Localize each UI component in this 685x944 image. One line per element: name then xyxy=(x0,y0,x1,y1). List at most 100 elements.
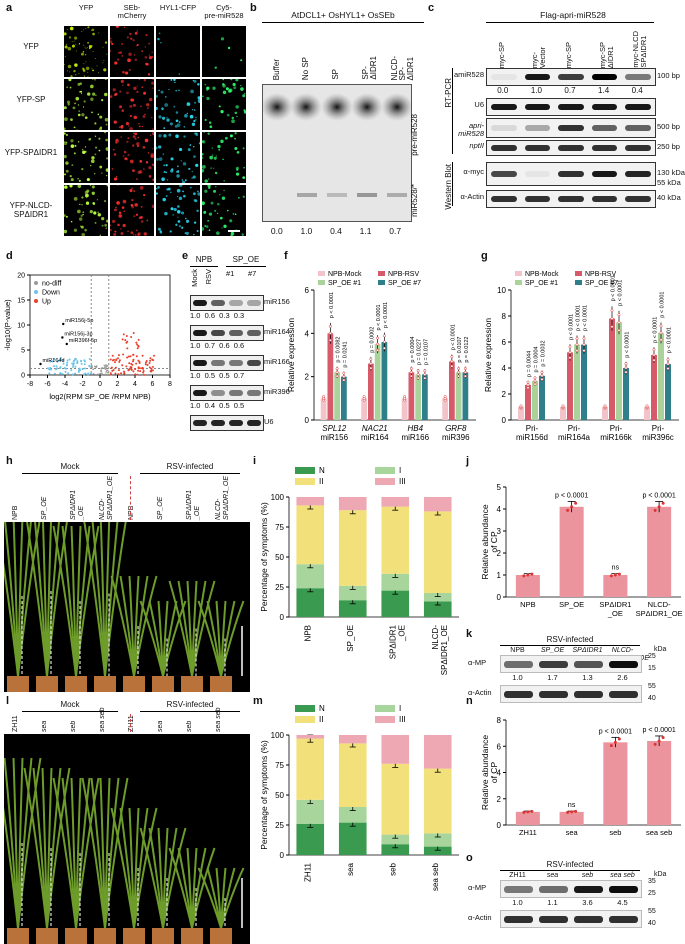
group-label: RSV-infected xyxy=(166,462,214,471)
blot-c-size-marker: 40 kDa xyxy=(657,193,681,202)
y-tick-label: 6 xyxy=(497,742,502,751)
blot-band xyxy=(193,360,207,366)
data-point xyxy=(450,360,454,363)
data-point xyxy=(603,404,607,408)
up-point xyxy=(120,372,123,375)
data-point xyxy=(376,336,380,340)
blot-c-quant-value: 0.4 xyxy=(631,86,643,95)
category-label: Pri-miR164a xyxy=(558,424,591,442)
up-point xyxy=(110,373,113,376)
data-point xyxy=(423,376,427,380)
blot-quant-value: 1.0 xyxy=(512,673,523,682)
bar xyxy=(665,364,671,420)
plant-leaf xyxy=(99,777,106,929)
bar xyxy=(327,333,334,420)
panel-letter-d: d xyxy=(6,250,13,262)
northern-row-label: miR396 xyxy=(264,387,290,396)
gel-bands xyxy=(261,85,413,221)
nodiff-point xyxy=(90,364,93,367)
y-tick-label: 4 xyxy=(502,364,507,373)
plant-pot xyxy=(152,928,174,944)
legend-marker xyxy=(34,281,38,285)
legend-label: NPB-RSV xyxy=(388,271,419,278)
legend-swatch xyxy=(295,716,315,723)
data-point xyxy=(376,342,380,346)
down-point xyxy=(78,369,81,372)
blot-c-rows: amiR528 100 bp U6 apri- miR528 500 bp nptII 25… xyxy=(440,68,685,248)
data-point xyxy=(522,810,526,814)
plant-leaf xyxy=(52,525,77,677)
legend-swatch xyxy=(318,280,325,285)
down-point xyxy=(72,362,75,365)
bar xyxy=(559,811,584,825)
data-point xyxy=(666,358,670,362)
blot-band xyxy=(574,691,603,698)
plant-leaf xyxy=(17,757,42,929)
plant-leaf xyxy=(17,522,41,677)
microscopy-image xyxy=(202,132,246,183)
data-point xyxy=(530,572,534,576)
up-point xyxy=(150,367,153,370)
gel-quant-value: 0.0 xyxy=(270,226,283,236)
data-point xyxy=(575,343,579,347)
down-point xyxy=(84,372,87,375)
western-blot-o: RSV-infected ZH11 sea seb sea seb α-MP 1.0 1.1 3… xyxy=(466,860,685,944)
bar xyxy=(603,575,628,597)
data-point xyxy=(423,369,427,373)
up-point xyxy=(132,332,135,335)
blot-lane-label: sea seb xyxy=(610,872,635,879)
data-point xyxy=(617,313,621,317)
bar xyxy=(567,352,573,420)
bar xyxy=(603,742,628,825)
data-point xyxy=(450,364,454,368)
up-point xyxy=(151,358,154,361)
plant-leaf xyxy=(4,522,19,677)
y-tick-label: 4 xyxy=(497,505,502,514)
data-point xyxy=(570,810,574,814)
kda-marker: 35 xyxy=(648,878,656,885)
blot-band xyxy=(625,145,651,151)
plant-leaf xyxy=(220,600,245,677)
annotated-point xyxy=(61,336,64,339)
up-point xyxy=(145,359,148,362)
down-point xyxy=(72,366,75,369)
down-point xyxy=(59,358,62,361)
bar xyxy=(532,381,538,420)
up-point xyxy=(150,369,153,372)
down-point xyxy=(66,361,69,364)
plant-leaf xyxy=(91,522,106,677)
microscopy-image xyxy=(64,79,108,130)
legend-label: Up xyxy=(42,299,51,306)
plant-leaf xyxy=(75,777,100,929)
p-value-label: p = 0.0002 xyxy=(369,327,375,353)
category-label: seb xyxy=(609,828,621,837)
plant-leaf xyxy=(104,522,119,677)
blot-quant-value: 1.1 xyxy=(547,898,558,907)
panel-letter-j: j xyxy=(466,455,470,467)
legend-label: II xyxy=(319,477,323,486)
data-point xyxy=(617,328,621,332)
genotype-label: SPΔIDR1 _OE xyxy=(70,490,85,520)
bar xyxy=(651,355,657,420)
microscopy-image xyxy=(110,132,154,183)
significance-label: p < 0.0001 xyxy=(555,492,588,499)
panel-letter-a: a xyxy=(6,2,13,14)
blot-band xyxy=(247,360,261,366)
plant-pot xyxy=(65,928,87,944)
bar xyxy=(449,361,455,420)
lane-label: RSV xyxy=(204,269,213,285)
up-point xyxy=(142,369,145,372)
data-point xyxy=(342,375,346,379)
blot-c-lane-label: myc- Vector xyxy=(530,46,548,68)
annotated-point xyxy=(65,342,68,346)
y-tick-label: 100 xyxy=(271,493,285,502)
bar xyxy=(560,407,566,420)
data-point xyxy=(382,340,386,344)
nodiff-point xyxy=(100,367,103,370)
significance-label: p < 0.0001 xyxy=(599,728,632,735)
category-label: ZH11 xyxy=(519,828,537,837)
blot-band xyxy=(591,104,618,110)
up-point xyxy=(131,360,134,363)
mir528-label: miR528/* xyxy=(410,184,419,217)
